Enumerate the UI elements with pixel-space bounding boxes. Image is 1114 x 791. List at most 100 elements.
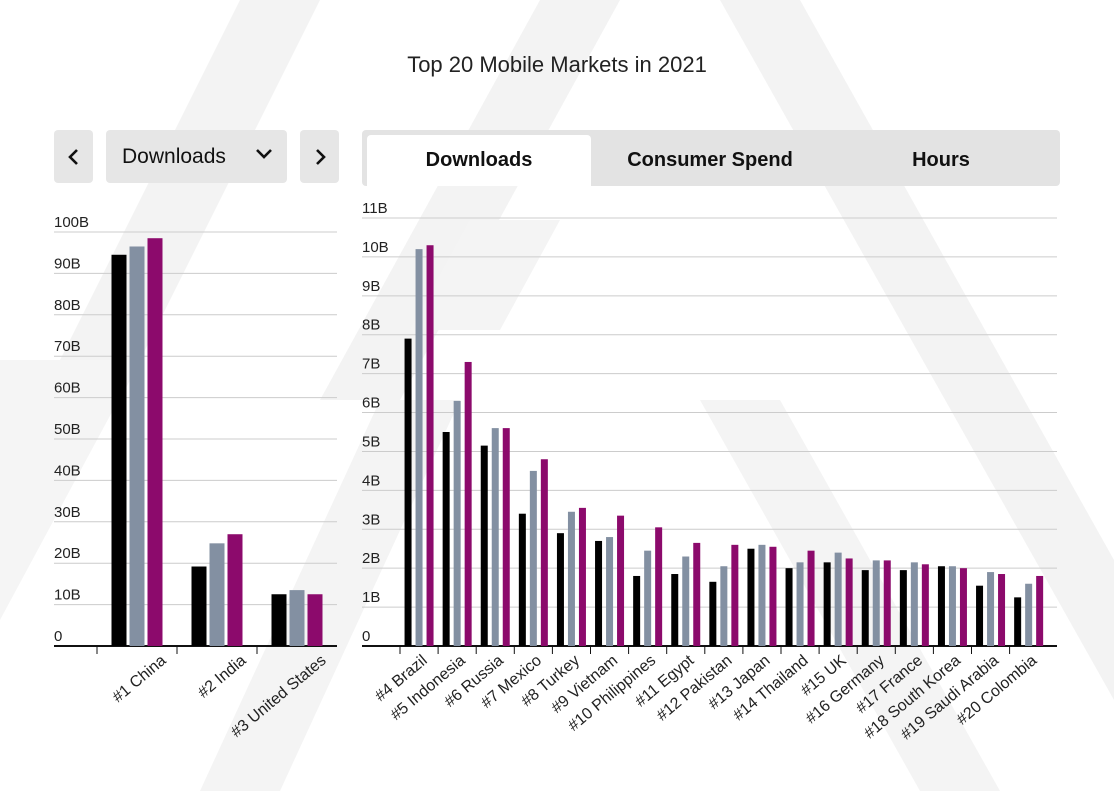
bar xyxy=(807,550,815,646)
chart-title: Top 20 Mobile Markets in 2021 xyxy=(407,52,707,77)
bar xyxy=(556,533,564,646)
left-y-tick-label: 100B xyxy=(54,214,89,231)
bar xyxy=(987,572,995,646)
tab-downloads[interactable]: Downloads xyxy=(367,135,591,186)
bar xyxy=(758,544,766,646)
left-category-label: #1 China xyxy=(110,652,170,706)
bar xyxy=(578,507,586,646)
right-y-tick-label: 10B xyxy=(362,239,389,256)
right-y-tick-label: 9B xyxy=(362,278,380,295)
right-y-tick-label: 5B xyxy=(362,433,380,450)
bar xyxy=(567,511,575,646)
bar xyxy=(671,574,679,646)
bar xyxy=(209,543,225,646)
bar xyxy=(899,570,907,646)
metric-tab-bar: Downloads Consumer Spend Hours xyxy=(362,130,1060,186)
left-y-tick-label: 80B xyxy=(54,297,81,314)
bar xyxy=(823,562,831,646)
bar xyxy=(606,537,614,646)
left-y-tick-label: 10B xyxy=(54,587,81,604)
tab-hours[interactable]: Hours xyxy=(827,135,1055,186)
next-button[interactable] xyxy=(300,130,339,183)
bar xyxy=(289,590,305,646)
right-y-tick-label: 6B xyxy=(362,395,380,412)
right-y-tick-label: 0 xyxy=(362,628,370,645)
bar xyxy=(1014,597,1022,646)
right-y-tick-label: 3B xyxy=(362,511,380,528)
chevron-right-icon xyxy=(315,148,326,165)
bar xyxy=(731,544,739,646)
bar xyxy=(442,432,450,646)
bar xyxy=(129,246,145,647)
tab-downloads-label: Downloads xyxy=(425,149,533,171)
bar xyxy=(976,585,984,646)
bar xyxy=(540,459,548,646)
bar xyxy=(845,558,853,646)
bar xyxy=(948,566,956,646)
bar xyxy=(191,566,207,646)
bar xyxy=(453,400,461,646)
bar xyxy=(998,574,1006,646)
tab-consumer-spend-label: Consumer Spend xyxy=(627,149,793,171)
left-y-tick-label: 40B xyxy=(54,462,81,479)
left-y-tick-label: 60B xyxy=(54,380,81,397)
bar xyxy=(910,562,918,646)
bar xyxy=(518,513,526,646)
left-y-tick-label: 30B xyxy=(54,504,81,521)
left-y-tick-label: 20B xyxy=(54,545,81,562)
bar xyxy=(644,550,652,646)
bar xyxy=(404,338,412,646)
bar xyxy=(480,445,488,646)
left-category-label: #2 India xyxy=(195,652,250,702)
bar xyxy=(769,546,777,646)
left-y-tick-label: 70B xyxy=(54,338,81,355)
bar xyxy=(617,515,625,646)
bar xyxy=(1025,583,1033,646)
bar xyxy=(883,560,891,646)
bar xyxy=(834,552,842,646)
tab-hours-label: Hours xyxy=(912,149,970,171)
left-y-tick-label: 50B xyxy=(54,421,81,438)
bar xyxy=(720,566,728,646)
right-y-tick-label: 8B xyxy=(362,317,380,334)
dropdown-selected-label: Downloads xyxy=(122,144,226,168)
bar xyxy=(709,581,717,646)
chevron-left-icon xyxy=(67,148,78,165)
bar xyxy=(861,570,869,646)
left-y-tick-label: 0 xyxy=(54,628,62,645)
bar xyxy=(959,568,967,646)
right-y-tick-label: 7B xyxy=(362,356,380,373)
bar xyxy=(147,238,163,646)
bar xyxy=(227,534,243,646)
prev-button[interactable] xyxy=(54,130,93,183)
bar xyxy=(426,245,434,646)
bar xyxy=(937,566,945,646)
bar xyxy=(693,542,701,646)
right-y-tick-label: 2B xyxy=(362,550,380,567)
left-y-tick-label: 90B xyxy=(54,255,81,272)
bar xyxy=(502,428,510,646)
bar xyxy=(111,254,127,646)
bar xyxy=(655,527,663,646)
metric-dropdown[interactable]: Downloads xyxy=(106,130,287,183)
bar xyxy=(682,556,690,646)
bar xyxy=(595,540,603,646)
right-y-tick-label: 1B xyxy=(362,589,380,606)
chevron-down-icon xyxy=(256,149,272,159)
bar xyxy=(529,470,537,646)
bar xyxy=(415,249,423,647)
bar xyxy=(785,568,793,646)
tab-consumer-spend[interactable]: Consumer Spend xyxy=(596,135,824,186)
bar xyxy=(1036,575,1044,646)
bar xyxy=(921,564,929,646)
bar xyxy=(271,594,287,646)
bar xyxy=(464,361,472,646)
right-y-tick-label: 11B xyxy=(362,200,388,217)
bar xyxy=(747,548,755,646)
right-y-tick-label: 4B xyxy=(362,472,380,489)
bar xyxy=(633,575,641,646)
bar xyxy=(491,428,499,646)
bar xyxy=(796,562,804,646)
bar xyxy=(872,560,880,646)
